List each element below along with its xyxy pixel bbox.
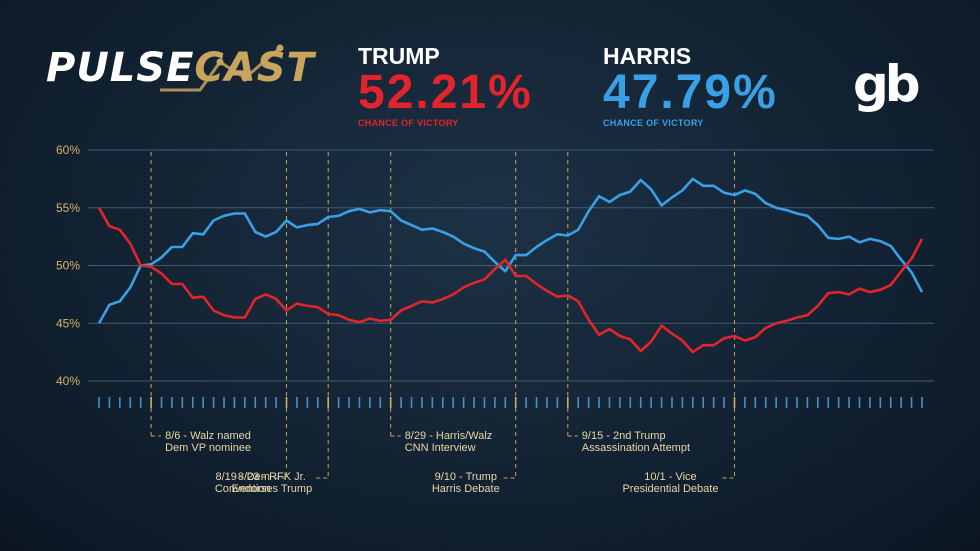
y-tick-label: 60% — [56, 143, 80, 157]
event-annotation-line2: Endorses Trump — [231, 483, 313, 495]
y-tick-label: 40% — [56, 374, 80, 388]
event-annotation: 10/1 - Vice Presidential Debate — [622, 471, 718, 495]
event-annotation-line1: 8/23 - RFK Jr. — [237, 471, 306, 483]
event-annotation: 8/6 - Walz named Dem VP nominee — [165, 430, 251, 454]
trump-name: TRUMP — [358, 43, 440, 69]
event-annotation-line1: 8/19 - Dem — [215, 471, 270, 483]
event-annotation: 8/19 - Dem Convention — [215, 471, 271, 495]
trump-line — [97, 207, 924, 354]
pulsecast-logo: PULSECAST — [46, 44, 315, 92]
logo-text-white: PULSE — [46, 45, 195, 91]
y-tick-label: 50% — [56, 259, 80, 273]
harris-panel: HARRIS 47.79% CHANCE OF VICTORY — [603, 44, 778, 128]
trump-percentage: 52.21% — [358, 66, 533, 119]
event-annotation-line1: 9/15 - 2nd Trump — [581, 430, 666, 442]
event-annotation: 9/15 - 2nd Trump Assassination Attempt — [582, 430, 690, 454]
event-annotation-line2: Assassination Attempt — [581, 442, 691, 454]
event-annotation-line2: Harris Debate — [431, 483, 500, 495]
event-annotation-line2: Convention — [214, 483, 271, 495]
harris-name: HARRIS — [603, 43, 692, 69]
event-annotation-line2: Dem VP nominee — [165, 442, 252, 454]
trump-chance-label: CHANCE OF VICTORY — [358, 118, 459, 128]
harris-chance-label: CHANCE OF VICTORY — [603, 118, 704, 128]
event-annotation-line1: 8/29 - Harris/Walz — [404, 430, 493, 442]
harris-line — [97, 177, 924, 324]
trump-panel: TRUMP 52.21% CHANCE OF VICTORY — [358, 44, 533, 128]
event-annotation-line1: 10/1 - Vice — [644, 471, 697, 483]
harris-percentage: 47.79% — [603, 66, 778, 119]
event-annotation: 9/10 - Trump Harris Debate — [432, 471, 500, 495]
y-tick-label: 55% — [56, 201, 80, 215]
event-annotation-line2: CNN Interview — [404, 442, 476, 454]
event-annotation: 8/23 - RFK Jr. Endorses Trump — [231, 471, 312, 495]
event-annotation-line2: Presidential Debate — [622, 483, 719, 495]
event-annotation-line1: 9/10 - Trump — [434, 471, 497, 483]
y-tick-label: 45% — [56, 316, 80, 330]
event-annotation-line1: 8/6 - Walz named — [165, 430, 251, 442]
pulse-line-icon — [160, 44, 284, 92]
event-annotation: 8/29 - Harris/Walz CNN Interview — [405, 430, 493, 454]
gb-logo: gb — [853, 55, 921, 113]
